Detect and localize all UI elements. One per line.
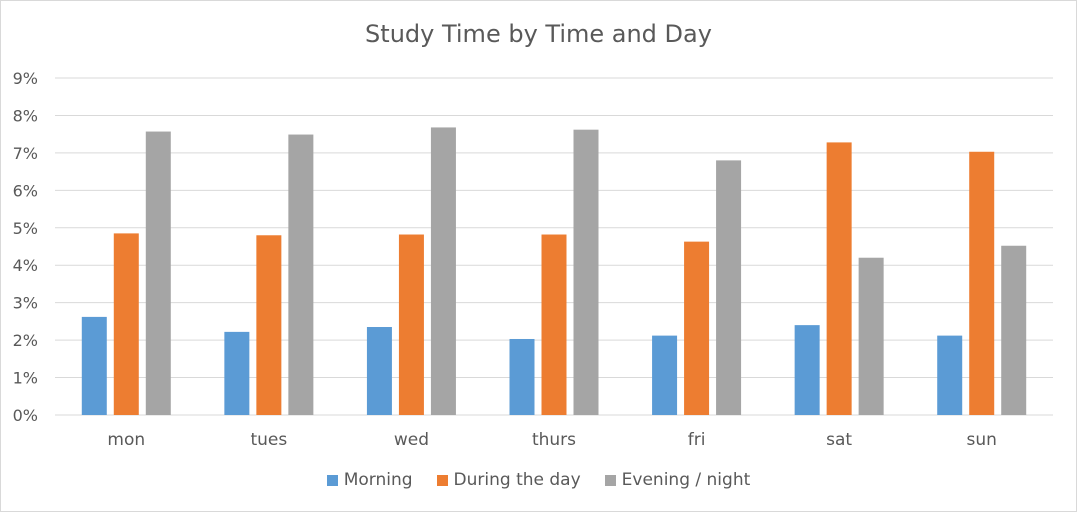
bar xyxy=(398,234,424,415)
bar xyxy=(366,327,392,415)
y-tick-label: 5% xyxy=(13,219,38,238)
chart-legend: Morning During the day Evening / night xyxy=(0,470,1077,490)
y-tick-label: 6% xyxy=(13,181,38,200)
legend-label: Morning xyxy=(343,470,413,490)
bar xyxy=(113,233,139,415)
chart-title: Study Time by Time and Day xyxy=(365,20,712,48)
y-tick-label: 8% xyxy=(13,106,38,125)
legend-swatch xyxy=(604,474,616,486)
legend-swatch xyxy=(326,474,338,486)
legend-label: Evening / night xyxy=(621,470,751,490)
y-tick-label: 3% xyxy=(13,294,38,313)
x-tick-label: sun xyxy=(967,430,997,450)
bar xyxy=(684,241,710,415)
bar xyxy=(81,316,107,415)
bar xyxy=(826,142,852,415)
x-tick-label: mon xyxy=(107,430,145,450)
legend-label: During the day xyxy=(453,470,581,490)
y-tick-label: 4% xyxy=(13,256,38,275)
x-tick-label: wed xyxy=(394,430,429,450)
bar xyxy=(652,335,678,415)
y-tick-label: 1% xyxy=(13,369,38,388)
y-tick-label: 2% xyxy=(13,331,38,350)
bar xyxy=(145,131,171,415)
x-tick-label: sat xyxy=(826,430,852,450)
x-tick-label: tues xyxy=(250,430,287,450)
y-tick-label: 7% xyxy=(13,144,38,163)
bar xyxy=(858,257,884,415)
bar xyxy=(541,234,567,415)
bar xyxy=(969,151,995,415)
bar xyxy=(937,335,963,415)
bar xyxy=(573,129,599,415)
y-tick-label: 9% xyxy=(13,69,38,88)
bar xyxy=(1001,245,1027,415)
bar xyxy=(430,127,456,415)
y-tick-label: 0% xyxy=(13,406,38,425)
legend-item: Evening / night xyxy=(604,470,751,490)
bar xyxy=(224,331,250,415)
bar xyxy=(716,160,742,415)
bar xyxy=(288,134,314,415)
bar xyxy=(794,325,820,415)
legend-item: During the day xyxy=(436,470,581,490)
x-tick-label: thurs xyxy=(532,430,576,450)
bar xyxy=(509,338,535,415)
bar xyxy=(256,235,282,415)
legend-swatch xyxy=(436,474,448,486)
x-tick-label: fri xyxy=(688,430,706,450)
legend-item: Morning xyxy=(326,470,413,490)
